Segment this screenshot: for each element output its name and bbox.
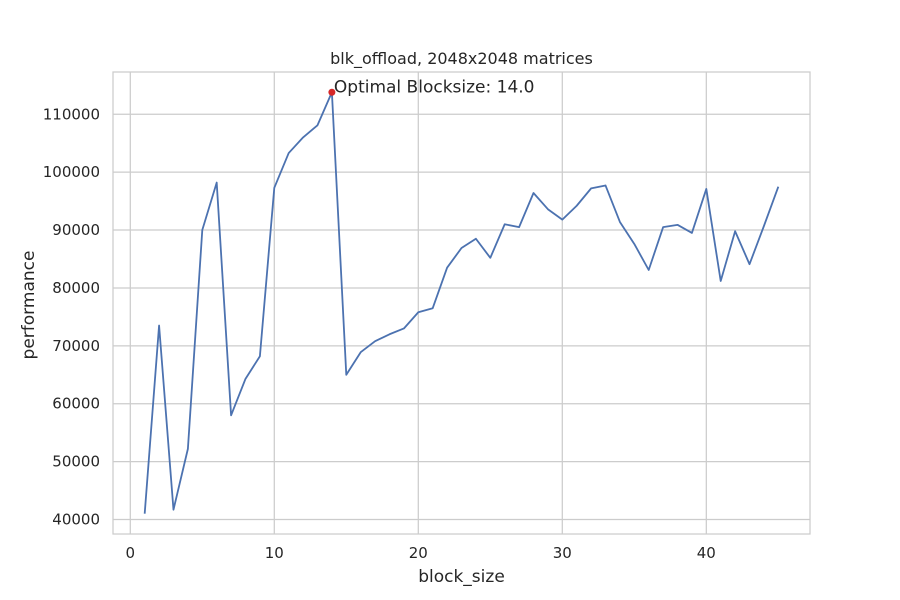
x-tick-label: 40 <box>697 544 716 562</box>
x-tick-label: 0 <box>126 544 136 562</box>
y-gridlines <box>113 113 810 521</box>
annotation-layer: Optimal Blocksize: 14.0 <box>328 77 534 97</box>
series-layer <box>143 91 780 514</box>
optimal-blocksize-annotation: Optimal Blocksize: 14.0 <box>334 77 535 97</box>
optimal-point-marker <box>328 88 336 96</box>
y-tick-label: 70000 <box>52 337 100 355</box>
y-tick-label: 100000 <box>43 163 100 181</box>
x-gridlines <box>129 72 707 534</box>
y-tick-label: 90000 <box>52 221 100 239</box>
plot-frame <box>112 71 811 535</box>
x-axis-label: block_size <box>418 567 505 587</box>
x-tick-labels: 0 10 20 30 40 <box>126 544 716 562</box>
series-line <box>143 91 780 514</box>
y-axis-label: performance <box>19 251 39 360</box>
y-tick-label: 50000 <box>52 453 100 471</box>
y-tick-label: 80000 <box>52 279 100 297</box>
chart-title: blk_offload, 2048x2048 matrices <box>330 49 593 69</box>
x-tick-label: 10 <box>265 544 284 562</box>
x-tick-label: 20 <box>409 544 428 562</box>
y-tick-labels: 40000 50000 60000 70000 80000 90000 100000 1100… <box>43 105 100 528</box>
y-tick-label: 60000 <box>52 395 100 413</box>
x-tick-label: 30 <box>553 544 572 562</box>
y-tick-label: 110000 <box>43 105 100 123</box>
y-tick-label: 40000 <box>52 511 100 529</box>
